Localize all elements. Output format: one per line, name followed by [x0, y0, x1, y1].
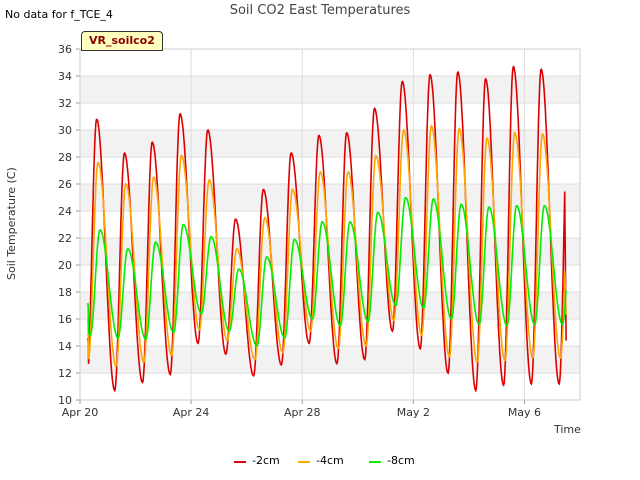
x-tick-label: May 2 — [397, 406, 430, 419]
legend-label-8cm: -8cm — [387, 454, 415, 467]
plot-frame — [79, 48, 581, 401]
grid-band — [80, 130, 580, 157]
y-tick-label: 34 — [58, 70, 72, 83]
y-tick-label: 20 — [58, 259, 72, 272]
x-tick-label: Apr 24 — [173, 406, 210, 419]
grid-band — [80, 76, 580, 103]
y-tick-label: 30 — [58, 124, 72, 137]
y-tick-label: 16 — [58, 313, 72, 326]
legend-label-2cm: -2cm — [252, 454, 280, 467]
y-tick-label: 18 — [58, 286, 72, 299]
series-line-minus-4cm — [86, 124, 567, 368]
y-tick-label: 26 — [58, 178, 72, 191]
plot-background — [80, 49, 580, 400]
legend-label-4cm: -4cm — [316, 454, 344, 467]
y-tick-label: 36 — [58, 43, 72, 56]
y-tick-label: 10 — [58, 394, 72, 407]
chart-title: Soil CO2 East Temperatures — [229, 3, 411, 18]
y-tick-label: 14 — [58, 340, 72, 353]
site-badge: VR_soilco2 — [81, 31, 163, 51]
y-tick-label: 22 — [58, 232, 72, 245]
axes: 10 12 14 16 18 20 22 24 26 28 30 32 34 36 Apr 20 Apr 24… — [58, 43, 581, 419]
legend-swatch-2cm — [234, 461, 246, 463]
grid-band — [80, 346, 580, 373]
x-tick-label: Apr 20 — [62, 406, 99, 419]
y-axis-label: Soil Temperature (C) — [5, 167, 18, 280]
series-line-minus-8cm — [86, 196, 567, 347]
x-tick-label: Apr 28 — [284, 406, 321, 419]
legend-swatch-8cm — [369, 461, 381, 463]
grid-band — [80, 184, 580, 211]
series-lines — [86, 65, 567, 393]
y-tick-label: 24 — [58, 205, 72, 218]
y-tick-label: 12 — [58, 367, 72, 380]
y-tick-label: 28 — [58, 151, 72, 164]
x-tick-label: May 6 — [508, 406, 541, 419]
no-data-notice: No data for f_TCE_4 — [5, 8, 113, 21]
plot-area — [80, 49, 580, 400]
y-tick-label: 32 — [58, 97, 72, 110]
legend-swatch-4cm — [298, 461, 310, 463]
x-axis-label: Time — [554, 423, 581, 436]
legend: -2cm -4cm -8cm — [0, 453, 640, 469]
